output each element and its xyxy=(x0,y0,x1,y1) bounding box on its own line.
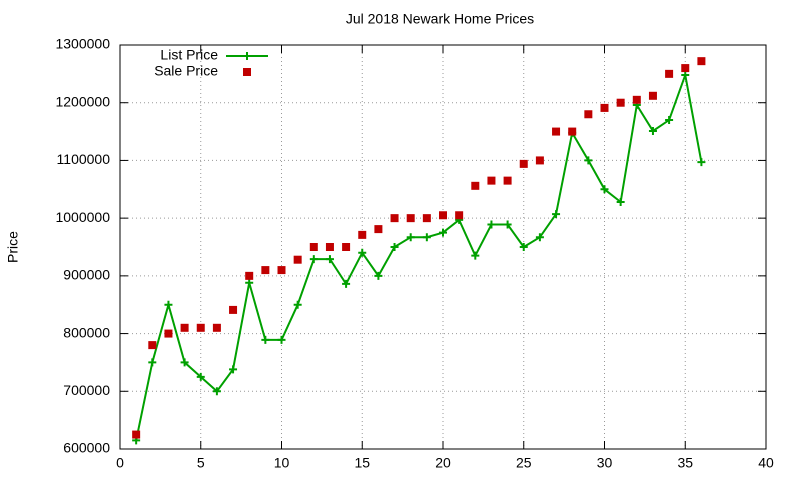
point xyxy=(406,214,415,223)
point xyxy=(487,220,496,229)
series-line xyxy=(135,71,703,441)
point xyxy=(358,248,367,257)
x-tick-label: 40 xyxy=(758,455,774,471)
point xyxy=(471,181,480,190)
x-tick-label: 5 xyxy=(197,455,205,471)
plot-frame xyxy=(119,44,767,450)
point xyxy=(196,323,205,332)
y-tick-label: 1100000 xyxy=(57,151,111,167)
point xyxy=(390,214,399,223)
point xyxy=(261,335,270,344)
point xyxy=(487,176,496,185)
point xyxy=(600,103,609,112)
point xyxy=(325,255,334,264)
point xyxy=(245,278,254,287)
point xyxy=(374,271,383,280)
point xyxy=(503,176,512,185)
chart-title: Jul 2018 Newark Home Prices xyxy=(346,11,534,27)
point xyxy=(342,279,351,288)
point xyxy=(535,156,544,165)
point xyxy=(196,372,205,381)
legend-marker xyxy=(243,68,251,76)
x-tick-label: 35 xyxy=(677,455,693,471)
point xyxy=(681,71,690,80)
legend-label: List Price xyxy=(160,47,218,63)
point xyxy=(374,225,383,234)
point xyxy=(648,91,657,100)
point xyxy=(261,266,270,275)
y-tick-label: 1200000 xyxy=(55,93,110,109)
point xyxy=(422,233,431,242)
point xyxy=(552,210,561,219)
point xyxy=(439,228,447,237)
x-tick-label: 30 xyxy=(597,455,613,471)
point xyxy=(552,127,561,136)
point xyxy=(277,266,286,275)
point xyxy=(229,365,238,374)
point xyxy=(697,158,706,167)
point xyxy=(148,358,157,367)
point xyxy=(471,251,480,260)
point xyxy=(358,230,367,239)
point xyxy=(681,64,690,73)
point xyxy=(148,341,157,350)
point xyxy=(455,211,464,220)
point xyxy=(632,95,641,104)
y-tick-label: 600000 xyxy=(63,440,110,456)
point xyxy=(180,358,189,367)
point xyxy=(519,243,528,251)
point xyxy=(293,300,302,309)
x-tick-label: 25 xyxy=(516,455,532,471)
point xyxy=(568,127,577,136)
point xyxy=(342,243,351,251)
x-tick-label: 10 xyxy=(274,455,290,471)
y-tick-label: 1000000 xyxy=(55,209,110,225)
point xyxy=(665,116,674,125)
point xyxy=(212,323,221,332)
x-tick-label: 15 xyxy=(354,455,370,471)
y-tick-label: 700000 xyxy=(63,382,110,398)
point xyxy=(164,329,173,338)
point xyxy=(616,197,625,206)
legend-marker xyxy=(243,52,251,60)
point xyxy=(390,243,399,251)
point xyxy=(519,159,528,168)
point xyxy=(503,220,512,229)
point xyxy=(277,335,286,344)
y-tick-label: 900000 xyxy=(63,267,110,283)
x-tick-label: 20 xyxy=(435,455,451,471)
point xyxy=(132,430,141,439)
point xyxy=(309,243,318,251)
point xyxy=(600,185,609,194)
point xyxy=(648,126,657,135)
y-tick-label: 800000 xyxy=(63,324,110,340)
point xyxy=(325,243,334,251)
point xyxy=(212,387,221,396)
point xyxy=(406,233,415,242)
point xyxy=(229,305,238,314)
point xyxy=(180,323,189,332)
y-axis-label: Price xyxy=(5,231,21,263)
point xyxy=(422,214,431,223)
point xyxy=(584,156,593,165)
point xyxy=(616,98,625,107)
point xyxy=(309,255,318,264)
legend-label: Sale Price xyxy=(154,63,218,79)
x-tick-label: 0 xyxy=(116,455,124,471)
point xyxy=(245,271,254,280)
point xyxy=(535,233,544,242)
point xyxy=(293,255,302,264)
point xyxy=(697,57,706,66)
point xyxy=(584,110,593,119)
point xyxy=(439,211,447,220)
point xyxy=(164,300,173,309)
y-tick-label: 1300000 xyxy=(55,36,110,52)
point xyxy=(665,69,674,78)
